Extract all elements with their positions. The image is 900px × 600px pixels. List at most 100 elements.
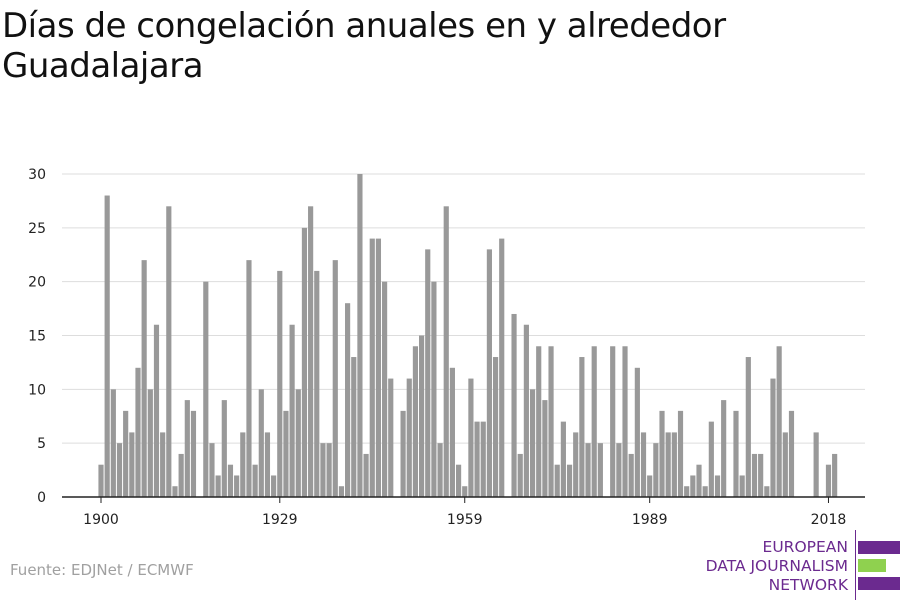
bar-1914 bbox=[184, 400, 190, 497]
bar-1939 bbox=[338, 486, 345, 497]
bar-1972 bbox=[542, 400, 548, 497]
bar-1969 bbox=[523, 324, 529, 497]
bar-1975 bbox=[560, 421, 566, 497]
bar-2011 bbox=[782, 432, 788, 497]
bar-2001 bbox=[721, 400, 727, 497]
bar-2000 bbox=[714, 475, 721, 497]
bar-1989 bbox=[647, 475, 653, 497]
bar-1918 bbox=[209, 443, 215, 497]
bar-2003 bbox=[733, 410, 739, 497]
bar-1951 bbox=[412, 346, 418, 497]
bar-1995 bbox=[684, 486, 690, 497]
bar-1923 bbox=[240, 432, 246, 497]
bar-1950 bbox=[406, 378, 412, 497]
bar-1941 bbox=[351, 357, 357, 497]
bar-1913 bbox=[178, 453, 184, 497]
x-axis-ticks: 1900 1929 1959 1989 2018 bbox=[83, 497, 846, 528]
bar-1984 bbox=[616, 443, 622, 497]
bar-1905 bbox=[129, 432, 135, 497]
y-tick-label: 0 bbox=[37, 490, 46, 506]
logo-line-network: NETWORK bbox=[768, 576, 848, 594]
logo-bar-bottom bbox=[858, 577, 900, 590]
bar-1987 bbox=[634, 367, 640, 497]
bar-1946 bbox=[382, 281, 388, 497]
bar-2010 bbox=[776, 346, 782, 497]
bar-1925 bbox=[252, 464, 258, 497]
bar-1960 bbox=[468, 378, 474, 497]
bar-1991 bbox=[659, 410, 665, 497]
logo-line-european: EUROPEAN bbox=[762, 538, 848, 556]
bar-1963 bbox=[486, 249, 492, 497]
y-tick-label: 25 bbox=[28, 221, 46, 237]
x-tick-label: 1989 bbox=[632, 512, 668, 528]
bar-1968 bbox=[517, 453, 523, 497]
bar-1952 bbox=[419, 335, 425, 497]
bar-1955 bbox=[437, 443, 443, 497]
bar-2019 bbox=[832, 453, 838, 497]
bar-1940 bbox=[345, 303, 351, 497]
bar-1915 bbox=[190, 410, 197, 497]
bar-2008 bbox=[764, 486, 770, 497]
x-tick-label: 2018 bbox=[811, 512, 847, 528]
bar-1945 bbox=[375, 238, 382, 497]
bar-1970 bbox=[529, 389, 536, 497]
bar-1988 bbox=[640, 432, 647, 497]
logo-line-data-journalism: DATA JOURNALISM bbox=[705, 557, 848, 575]
y-tick-label: 10 bbox=[28, 382, 46, 398]
bar-1900 bbox=[98, 464, 104, 497]
bar-1997 bbox=[696, 464, 702, 497]
logo-divider bbox=[855, 530, 856, 600]
bar-1934 bbox=[308, 206, 314, 498]
y-tick-label: 15 bbox=[28, 329, 46, 345]
bar-1927 bbox=[264, 432, 271, 497]
bar-1909 bbox=[153, 324, 160, 497]
bar-1938 bbox=[332, 260, 338, 497]
bar-1973 bbox=[548, 346, 554, 497]
bar-1906 bbox=[135, 367, 141, 497]
bar-1954 bbox=[431, 281, 437, 497]
bar-1935 bbox=[314, 270, 320, 497]
bar-2016 bbox=[813, 432, 819, 497]
bar-1994 bbox=[677, 410, 684, 497]
bar-1919 bbox=[215, 475, 221, 497]
bar-1999 bbox=[708, 421, 714, 497]
bar-1928 bbox=[271, 475, 277, 497]
bar-1930 bbox=[283, 410, 289, 497]
bar-1998 bbox=[702, 486, 708, 497]
bar-1933 bbox=[301, 227, 308, 497]
y-tick-label: 20 bbox=[28, 275, 46, 291]
bar-1904 bbox=[123, 410, 129, 497]
bar-1971 bbox=[536, 346, 542, 497]
bar-1996 bbox=[690, 475, 696, 497]
bar-1977 bbox=[573, 432, 579, 497]
bar-1908 bbox=[147, 389, 153, 497]
bar-1986 bbox=[628, 453, 634, 497]
bar-1907 bbox=[141, 260, 147, 497]
bar-1979 bbox=[585, 443, 591, 497]
logo-bar-top bbox=[858, 541, 900, 554]
edjnet-logo[interactable]: EUROPEAN DATA JOURNALISM NETWORK bbox=[700, 530, 900, 600]
bar-1910 bbox=[160, 432, 166, 497]
bar-1985 bbox=[622, 346, 628, 497]
y-axis-tick-labels: 0 5 10 15 20 25 30 bbox=[28, 167, 46, 506]
source-note: Fuente: EDJNet / ECMWF bbox=[10, 561, 194, 579]
bar-1921 bbox=[227, 464, 234, 497]
bar-1976 bbox=[566, 464, 573, 497]
x-tick-label: 1929 bbox=[262, 512, 298, 528]
bar-1911 bbox=[166, 206, 172, 498]
bar-1990 bbox=[653, 443, 659, 497]
bar-2004 bbox=[739, 475, 745, 497]
bar-1942 bbox=[357, 174, 363, 497]
bar-1903 bbox=[116, 443, 123, 497]
bar-1980 bbox=[591, 346, 597, 497]
bar-1936 bbox=[320, 443, 326, 497]
bar-2018 bbox=[825, 464, 832, 497]
bar-1961 bbox=[474, 421, 480, 497]
bar-1959 bbox=[462, 486, 468, 497]
bar-1947 bbox=[388, 378, 394, 497]
bar-1929 bbox=[277, 270, 283, 497]
bar-2005 bbox=[745, 357, 751, 497]
bar-1983 bbox=[610, 346, 616, 497]
bar-1958 bbox=[455, 464, 462, 497]
